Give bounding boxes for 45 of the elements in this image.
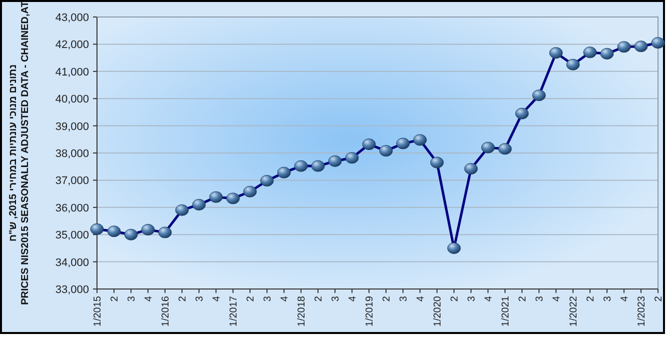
y-tick-label: 39,000 xyxy=(55,120,89,133)
x-tick-label: 4 xyxy=(212,296,222,302)
x-tick-label: 1/2023 xyxy=(636,296,648,327)
x-tick-label: 3 xyxy=(126,296,138,302)
y-tick-label: 37,000 xyxy=(55,175,89,188)
y-tick-label: 33,000 xyxy=(55,284,89,296)
x-tick-label: 1/2022 xyxy=(568,296,580,327)
x-tick-label: 4 xyxy=(552,296,562,302)
x-tick-label: 1/2016 xyxy=(160,296,172,327)
x-tick-label: 2 xyxy=(586,296,596,302)
x-tick-label: 2 xyxy=(450,296,460,302)
x-tick-label: 4 xyxy=(416,296,426,302)
y-tick-label: 36,000 xyxy=(55,202,89,214)
x-tick-label: 3 xyxy=(534,296,546,302)
x-tick-label: 2 xyxy=(314,296,324,302)
x-tick-label: 3 xyxy=(194,296,206,302)
x-tick-label: 2 xyxy=(246,296,256,302)
x-tick-label: 1/2019 xyxy=(364,296,376,327)
x-tick-label: 1/2015 xyxy=(92,296,104,327)
x-tick-label: 3 xyxy=(398,296,410,302)
x-tick-label: 2 xyxy=(382,296,392,302)
y-tick-label: 35,000 xyxy=(55,230,89,242)
x-tick-label: 4 xyxy=(484,296,494,302)
x-tick-label: 2 xyxy=(654,296,664,302)
x-tick-label: 3 xyxy=(602,296,614,302)
x-tick-label: 4 xyxy=(144,296,154,302)
x-tick-label: 1/2018 xyxy=(296,296,308,327)
x-tick-label: 1/2017 xyxy=(228,296,240,327)
x-tick-label: 4 xyxy=(348,296,358,302)
x-tick-label: 3 xyxy=(330,296,342,302)
x-tick-label: 2 xyxy=(110,296,120,302)
y-tick-label: 42,000 xyxy=(55,39,89,52)
x-tick-label: 2 xyxy=(518,296,528,302)
y-tick-label: 38,000 xyxy=(55,148,89,160)
x-tick-label: 3 xyxy=(466,296,478,302)
y-tick-label: 41,000 xyxy=(55,66,89,78)
y-tick-label: 34,000 xyxy=(55,256,89,269)
x-tick-label: 1/2021 xyxy=(500,296,512,327)
x-tick-label: 3 xyxy=(262,296,274,302)
y-tick-label: 40,000 xyxy=(55,94,89,106)
x-tick-label: 4 xyxy=(280,296,290,302)
x-tick-label: 2 xyxy=(178,296,188,302)
y-tick-label: 43,000 xyxy=(55,12,89,24)
x-tick-label: 1/2020 xyxy=(432,296,444,327)
x-tick-label: 4 xyxy=(620,296,630,302)
